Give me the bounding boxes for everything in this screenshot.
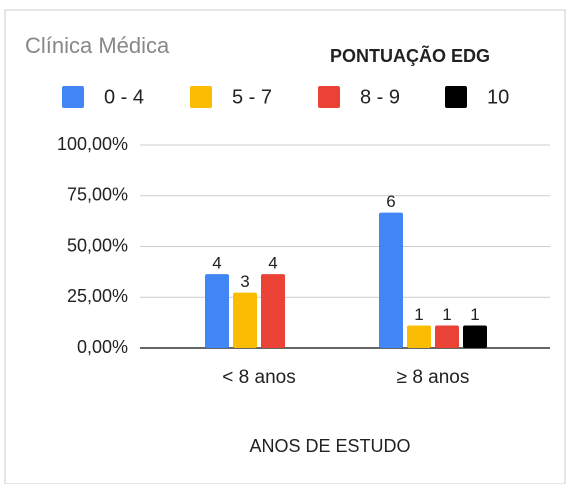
bar xyxy=(379,212,403,348)
legend-label: 10 xyxy=(487,86,509,108)
y-tick-label: 0,00% xyxy=(77,337,128,357)
y-tick-label: 50,00% xyxy=(67,235,128,255)
bar xyxy=(463,325,487,348)
legend-title: PONTUAÇÃO EDG xyxy=(330,45,490,66)
legend-swatch xyxy=(445,86,467,108)
data-label: 4 xyxy=(268,254,277,273)
chart-title: Clínica Médica xyxy=(25,33,170,58)
x-tick-label: < 8 anos xyxy=(222,367,295,388)
legend-label: 5 - 7 xyxy=(232,86,272,108)
legend-swatch xyxy=(190,86,212,108)
legend-swatch xyxy=(318,86,340,108)
bar xyxy=(407,325,431,348)
x-tick-label: ≥ 8 anos xyxy=(397,367,470,388)
data-label: 1 xyxy=(470,305,479,324)
y-tick-label: 100,00% xyxy=(57,134,128,154)
bar xyxy=(233,292,257,348)
bar xyxy=(261,274,285,348)
data-label: 4 xyxy=(212,254,221,273)
legend-label: 8 - 9 xyxy=(360,86,400,108)
data-label: 6 xyxy=(386,192,395,211)
y-tick-label: 75,00% xyxy=(67,185,128,205)
legend-swatch xyxy=(62,86,84,108)
x-axis-title: ANOS DE ESTUDO xyxy=(249,436,410,456)
bar xyxy=(435,325,459,348)
y-tick-label: 25,00% xyxy=(67,286,128,306)
legend-label: 0 - 4 xyxy=(104,86,144,108)
bar xyxy=(205,274,229,348)
data-label: 1 xyxy=(414,305,423,324)
data-label: 1 xyxy=(442,305,451,324)
data-label: 3 xyxy=(240,272,249,291)
